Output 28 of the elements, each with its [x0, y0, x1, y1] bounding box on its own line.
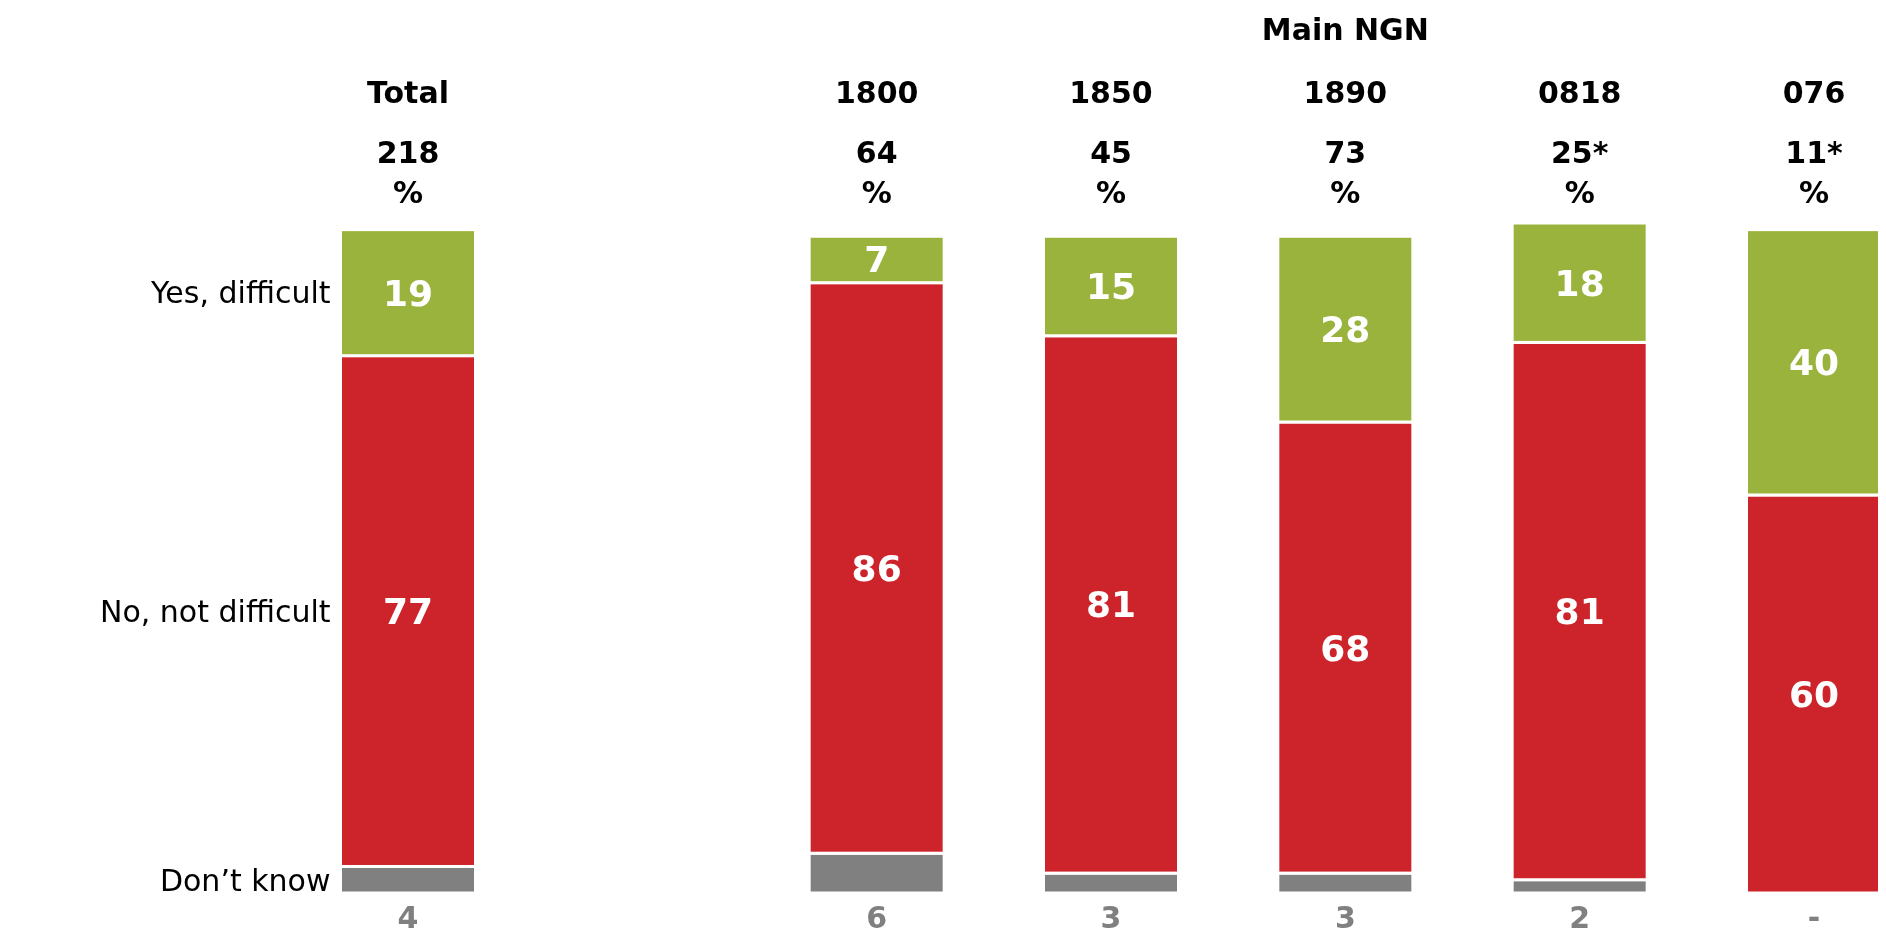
data-label: 3 [1334, 899, 1356, 935]
data-label: 68 [1320, 627, 1371, 669]
series-label: Don’t know [159, 862, 331, 898]
x-tick-label: Total 218 % [367, 75, 449, 210]
x-tick-label: 1850 45 % [1069, 75, 1153, 210]
data-label: 3 [1100, 899, 1122, 935]
data-label: 7 [864, 239, 890, 281]
data-label: 18 [1554, 262, 1605, 304]
data-label: 19 [382, 272, 434, 314]
data-label: 4 [397, 899, 419, 935]
data-label: - [1807, 899, 1821, 935]
data-label: 28 [1320, 309, 1371, 351]
x-tick-label: 076 11* % [1782, 75, 1846, 210]
x-tick-label: 1890 73 % [1303, 75, 1388, 210]
x-tick-label: 0818 25* % [1537, 75, 1622, 210]
series-label: No, not difficult [99, 593, 331, 629]
data-label: 81 [1085, 584, 1137, 626]
data-label: 2 [1569, 899, 1591, 935]
data-label: 86 [851, 547, 902, 589]
data-label: 40 [1788, 342, 1840, 384]
text: Main NGN [1261, 12, 1429, 47]
data-label: 77 [382, 591, 434, 633]
data-label: 6 [866, 899, 888, 935]
data-label: 60 [1788, 673, 1840, 715]
data-label: 81 [1554, 591, 1605, 633]
series-label: Yes, difficult [150, 275, 331, 311]
data-label: 15 [1085, 265, 1137, 307]
x-tick-label: 1800 64 % [834, 75, 919, 210]
